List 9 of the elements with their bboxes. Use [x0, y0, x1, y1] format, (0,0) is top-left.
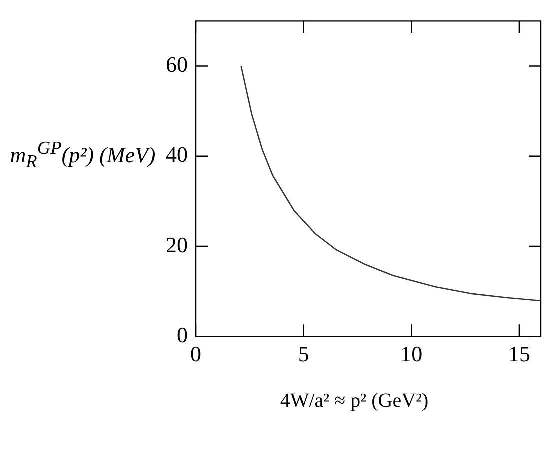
y-tick-label: 60 [166, 52, 188, 78]
y-tick-label: 40 [166, 142, 188, 168]
y-tick-label: 20 [166, 232, 188, 258]
y-axis-title: m$_{R}$$^{GP}$(p²) (MeV) [9, 137, 157, 174]
x-tick-label: 5 [298, 342, 310, 367]
x-tick-label: 15 [508, 342, 530, 367]
x-tick-label: 10 [400, 342, 423, 367]
y-tick-label: 0 [177, 322, 188, 348]
x-axis-title: 4W/a² ≈ p² (GeV²) [279, 390, 430, 413]
